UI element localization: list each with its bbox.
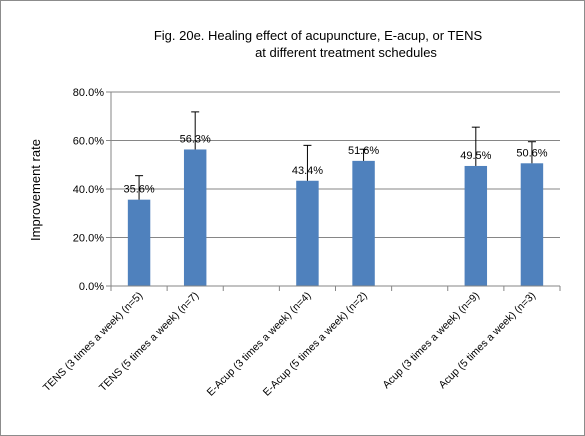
y-tick-label: 0.0% (79, 281, 104, 293)
data-label: 56.3% (180, 133, 211, 145)
gridlines (111, 91, 560, 238)
category-label: E-Acup (5 times a week) (n=2) (261, 290, 370, 399)
y-axis-label: Improvement rate (28, 139, 43, 241)
data-label: 49.5% (460, 150, 491, 162)
y-tick-label: 40.0% (73, 184, 104, 196)
chart-title-line-2: at different treatment schedules (255, 45, 437, 60)
bar (127, 199, 151, 286)
bar (520, 163, 544, 286)
category-label: Acup (3 times a week) (n=9) (380, 290, 482, 392)
data-label: 43.4% (292, 165, 323, 177)
bars (127, 149, 544, 286)
bar (296, 180, 319, 286)
category-label: TENS (3 times a week) (n=5) (41, 290, 145, 394)
category-label: TENS (5 times a week) (n=7) (97, 290, 201, 394)
category-label: E-Acup (3 times a week) (n=4) (205, 290, 314, 399)
data-label: 35.6% (123, 184, 154, 196)
chart-title-line-1: Fig. 20e. Healing effect of acupuncture,… (154, 28, 483, 43)
error-bars (135, 111, 536, 200)
axes (106, 91, 561, 291)
data-label: 50.6% (516, 147, 547, 159)
data-labels: 35.6% 56.3% 43.4% 51.6% 49.5% 50.6% (123, 133, 547, 195)
category-label: Acup (5 times a week) (n=3) (437, 290, 539, 392)
data-label: 51.6% (348, 145, 379, 157)
category-labels: TENS (3 times a week) (n=5)TENS (5 times… (41, 290, 538, 399)
y-tick-label: 80.0% (73, 87, 104, 99)
bar (464, 165, 488, 286)
y-tick-label: 20.0% (73, 233, 104, 245)
bar (352, 160, 375, 286)
y-tick-label: 60.0% (73, 136, 104, 148)
bar (183, 149, 207, 286)
y-tick-labels: 0.0% 20.0% 40.0% 60.0% 80.0% (73, 87, 104, 293)
